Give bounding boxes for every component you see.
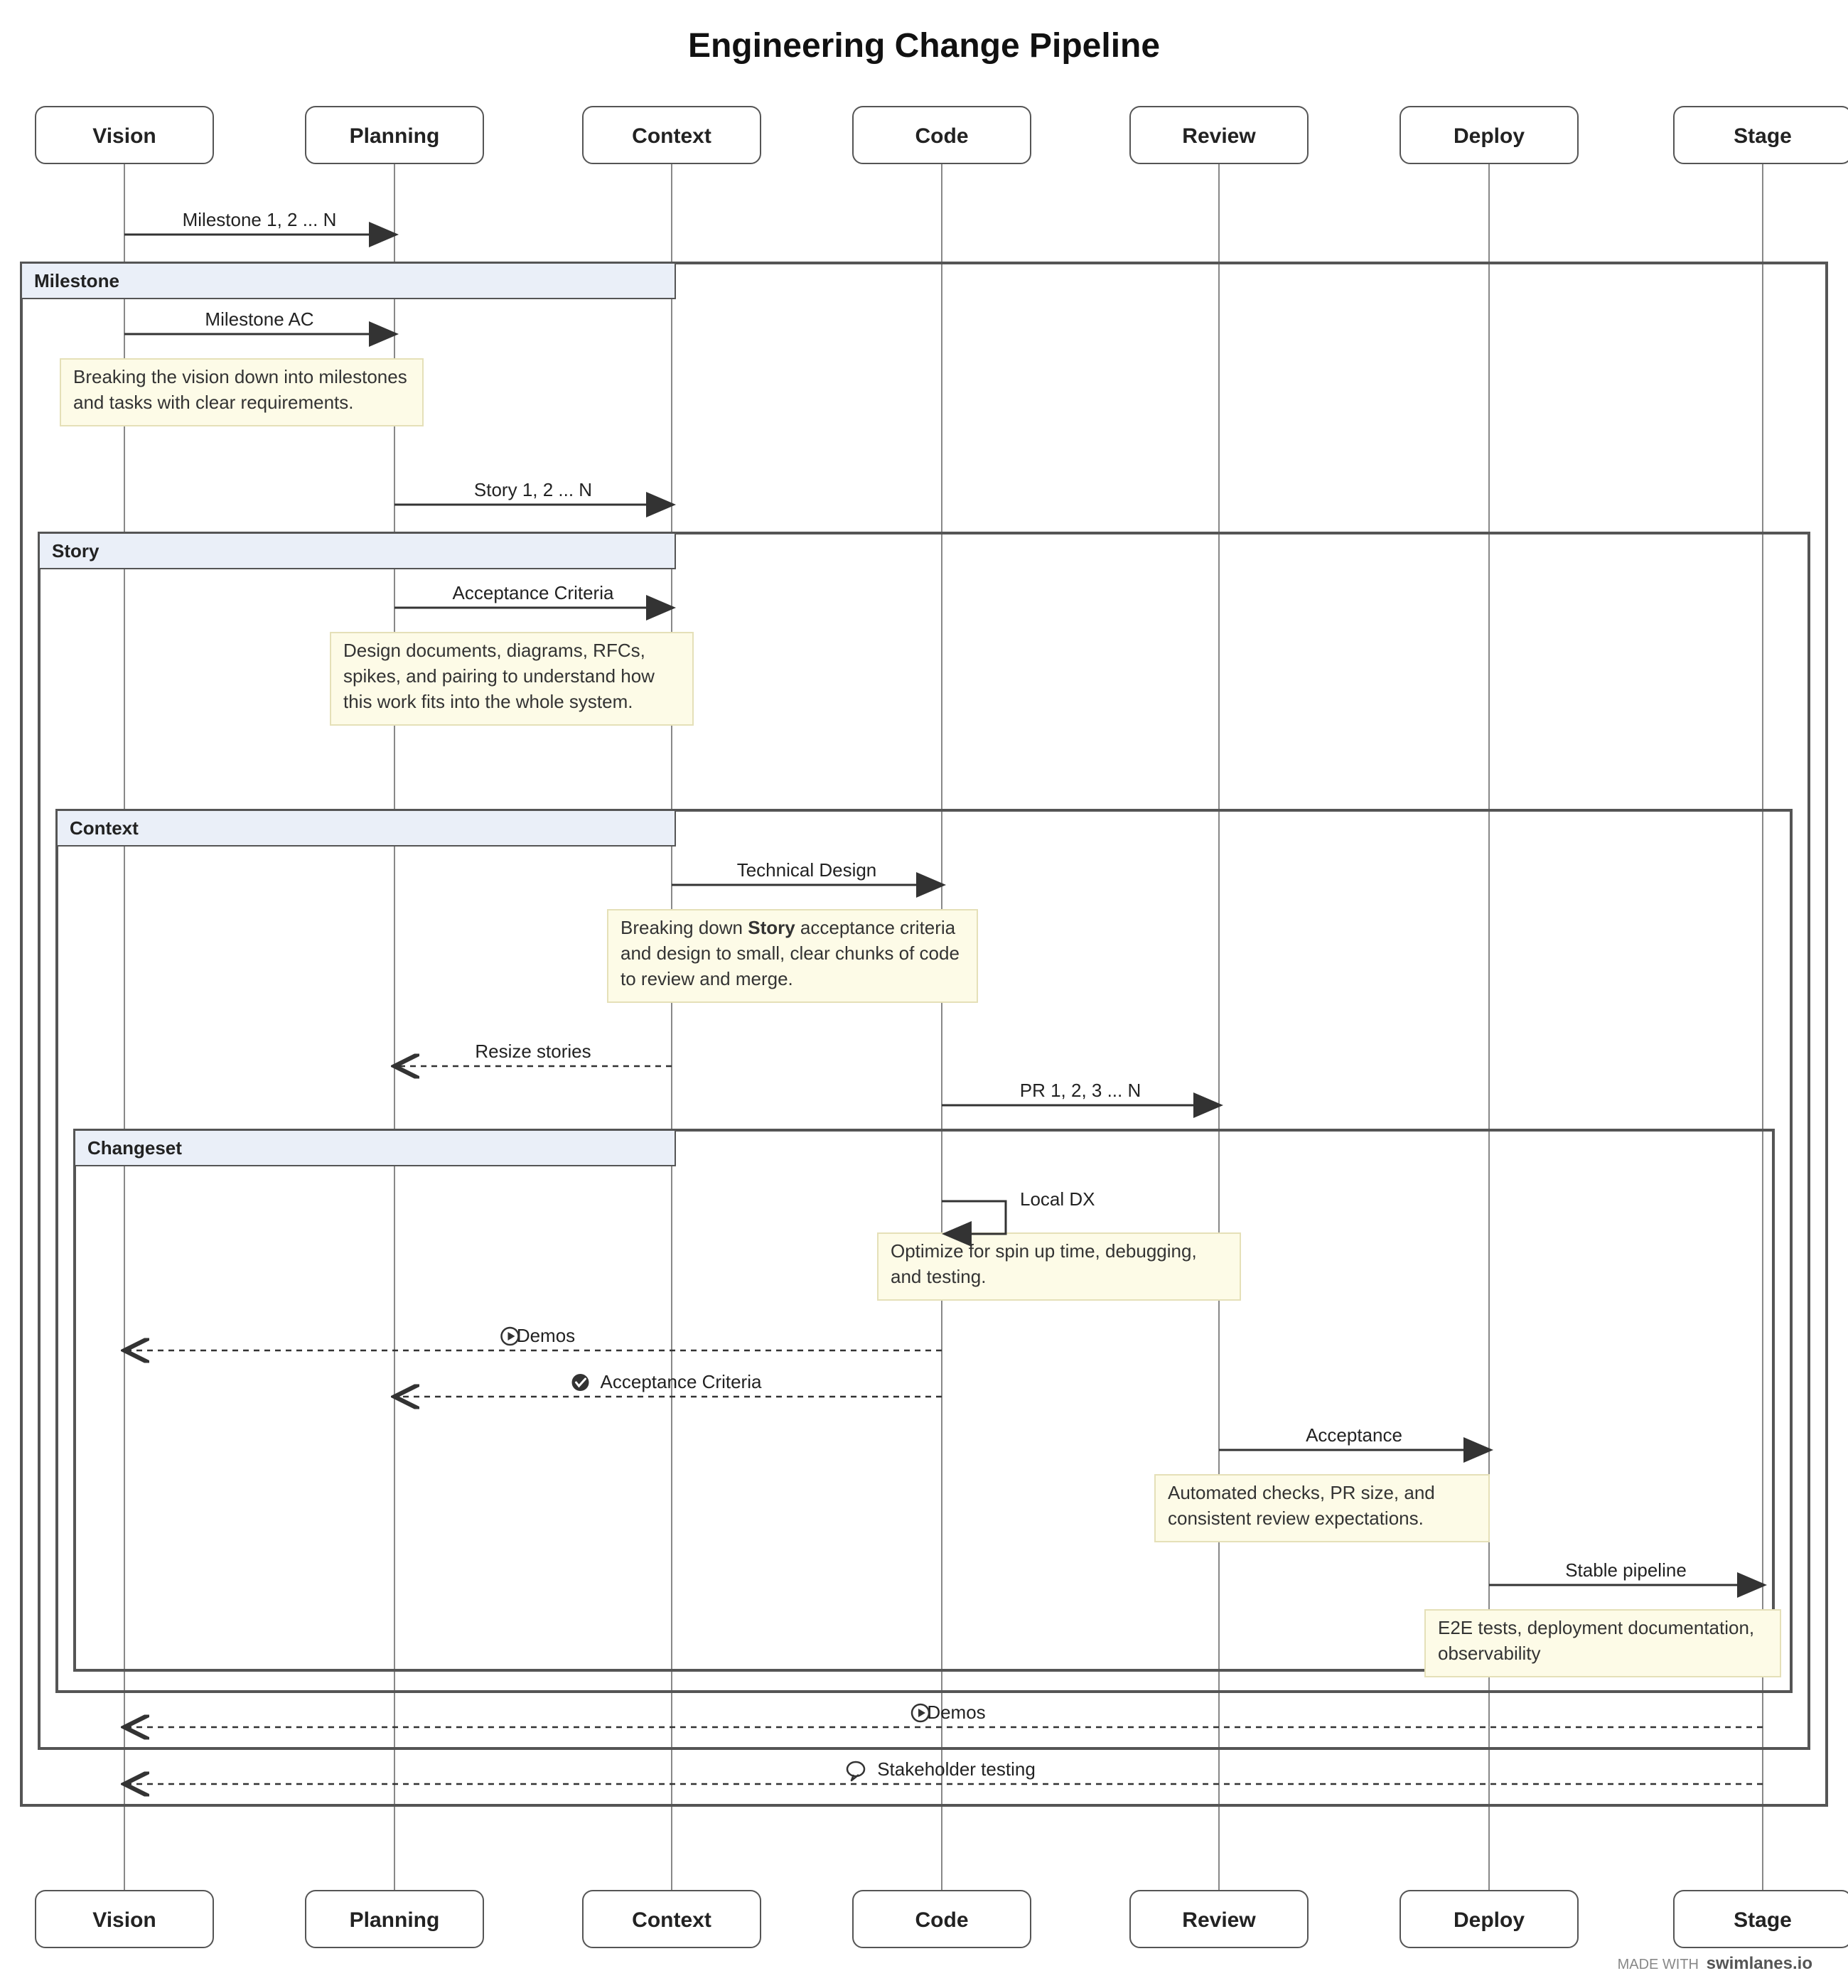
msg-11-label: Stable pipeline bbox=[1565, 1559, 1687, 1581]
lane-code-label: Code bbox=[915, 1908, 969, 1932]
group-milestone-title: Milestone bbox=[34, 270, 119, 291]
note-2-line-1: and design to small, clear chunks of cod… bbox=[621, 942, 960, 964]
note-1-line-1: spikes, and pairing to understand how bbox=[343, 665, 655, 687]
lane-stage-label: Stage bbox=[1734, 1908, 1792, 1932]
msg-4-label: Technical Design bbox=[737, 859, 877, 881]
sequence-diagram: Engineering Change Pipeline Milestone Stor… bbox=[0, 0, 1848, 1988]
lane-planning-label: Planning bbox=[350, 124, 440, 148]
lane-planning-label: Planning bbox=[350, 1908, 440, 1932]
note-1-line-2: this work fits into the whole system. bbox=[343, 691, 633, 712]
msg-2-label: Story 1, 2 ... N bbox=[474, 479, 592, 500]
note-5-line-0: E2E tests, deployment documentation, bbox=[1438, 1617, 1754, 1638]
group-gcontext-title: Context bbox=[70, 817, 139, 839]
lane-context-label: Context bbox=[632, 124, 711, 148]
note-3-line-1: and testing. bbox=[891, 1266, 986, 1287]
msg-12-label: Demos bbox=[927, 1702, 985, 1723]
msg-6-label: PR 1, 2, 3 ... N bbox=[1020, 1080, 1141, 1101]
msg-10-label: Acceptance bbox=[1306, 1424, 1402, 1446]
msg-9-label: Acceptance Criteria bbox=[601, 1371, 762, 1392]
msg-5-label: Resize stories bbox=[475, 1041, 591, 1062]
msg-7-label: Local DX bbox=[1020, 1188, 1095, 1210]
note-2-line-2: to review and merge. bbox=[621, 968, 793, 989]
msg-7 bbox=[942, 1201, 1006, 1234]
msg-3-label: Acceptance Criteria bbox=[453, 582, 614, 603]
group-changeset bbox=[75, 1130, 1773, 1670]
watermark-prefix: MADE WITH bbox=[1618, 1957, 1699, 1972]
lane-deploy-label: Deploy bbox=[1454, 124, 1525, 148]
msg-8-label: Demos bbox=[517, 1325, 575, 1346]
group-story-header bbox=[39, 533, 675, 569]
lane-vision-label: Vision bbox=[92, 124, 156, 148]
msg-13-label: Stakeholder testing bbox=[877, 1758, 1036, 1780]
lane-context-label: Context bbox=[632, 1908, 711, 1932]
group-milestone-header bbox=[21, 263, 675, 299]
note-3-line-0: Optimize for spin up time, debugging, bbox=[891, 1240, 1197, 1262]
group-gcontext-header bbox=[57, 810, 675, 846]
group-milestone bbox=[21, 263, 1827, 1805]
note-2-line-0: Breaking down Story acceptance criteria bbox=[621, 917, 956, 938]
watermark-name: swimlanes.io bbox=[1707, 1954, 1812, 1973]
note-4-line-1: consistent review expectations. bbox=[1168, 1508, 1424, 1529]
msg-1-label: Milestone AC bbox=[205, 308, 313, 330]
diagram-title: Engineering Change Pipeline bbox=[688, 27, 1160, 65]
lane-code-label: Code bbox=[915, 124, 969, 148]
group-story-title: Story bbox=[52, 540, 100, 562]
lane-deploy-label: Deploy bbox=[1454, 1908, 1525, 1932]
note-4-line-0: Automated checks, PR size, and bbox=[1168, 1482, 1435, 1503]
lane-vision-label: Vision bbox=[92, 1908, 156, 1932]
note-0-line-1: and tasks with clear requirements. bbox=[73, 392, 354, 413]
note-0-line-0: Breaking the vision down into milestones bbox=[73, 366, 407, 387]
lane-review-label: Review bbox=[1182, 124, 1256, 148]
lane-review-label: Review bbox=[1182, 1908, 1256, 1932]
note-1-line-0: Design documents, diagrams, RFCs, bbox=[343, 640, 645, 661]
msg-0-label: Milestone 1, 2 ... N bbox=[183, 209, 337, 230]
lane-stage-label: Stage bbox=[1734, 124, 1792, 148]
note-5-line-1: observability bbox=[1438, 1643, 1541, 1664]
group-changeset-title: Changeset bbox=[87, 1137, 182, 1159]
